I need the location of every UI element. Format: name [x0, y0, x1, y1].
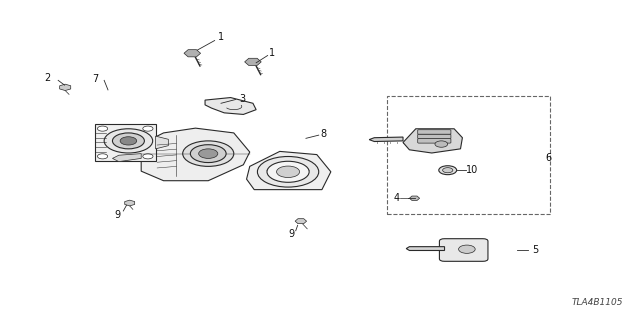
Polygon shape	[95, 124, 156, 161]
Circle shape	[97, 154, 108, 159]
Circle shape	[120, 137, 137, 145]
Text: 2: 2	[44, 73, 51, 83]
Circle shape	[182, 141, 234, 166]
Text: 10: 10	[466, 165, 478, 175]
Text: 8: 8	[320, 129, 326, 139]
FancyBboxPatch shape	[418, 130, 451, 134]
Circle shape	[143, 126, 153, 131]
Text: TLA4B1105: TLA4B1105	[572, 298, 623, 307]
Polygon shape	[141, 128, 250, 181]
Polygon shape	[205, 98, 256, 115]
Polygon shape	[410, 196, 420, 200]
Circle shape	[443, 168, 453, 173]
Polygon shape	[60, 84, 71, 91]
Polygon shape	[184, 50, 200, 57]
Polygon shape	[369, 137, 403, 141]
Polygon shape	[246, 151, 331, 190]
Polygon shape	[156, 136, 168, 149]
Text: 6: 6	[545, 153, 552, 164]
FancyBboxPatch shape	[440, 239, 488, 261]
Polygon shape	[295, 219, 307, 224]
Polygon shape	[125, 200, 134, 206]
Circle shape	[276, 166, 300, 178]
Text: 7: 7	[92, 74, 99, 84]
Circle shape	[459, 245, 475, 253]
Circle shape	[439, 166, 457, 175]
Circle shape	[435, 141, 448, 147]
Polygon shape	[403, 129, 463, 153]
Text: 3: 3	[239, 94, 245, 104]
Circle shape	[97, 126, 108, 131]
Circle shape	[113, 133, 145, 149]
FancyBboxPatch shape	[418, 134, 451, 139]
FancyBboxPatch shape	[418, 139, 451, 143]
Circle shape	[257, 156, 319, 187]
Circle shape	[198, 149, 218, 158]
Text: 5: 5	[532, 245, 538, 255]
Bar	[387, 96, 550, 214]
Polygon shape	[244, 58, 261, 66]
Text: 1: 1	[218, 32, 224, 42]
Polygon shape	[113, 154, 141, 162]
Polygon shape	[406, 247, 445, 251]
Circle shape	[104, 129, 153, 153]
Text: 4: 4	[394, 193, 400, 203]
Circle shape	[267, 161, 309, 182]
Circle shape	[190, 145, 226, 163]
Text: 9: 9	[115, 210, 120, 220]
Text: 9: 9	[288, 229, 294, 239]
Circle shape	[143, 154, 153, 159]
Text: 1: 1	[269, 48, 275, 58]
